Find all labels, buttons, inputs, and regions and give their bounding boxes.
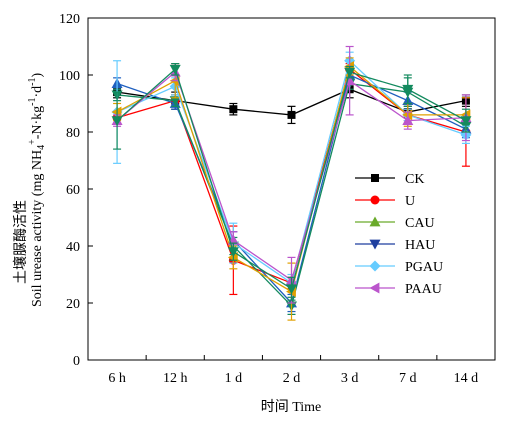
legend-entry-paau: PAAU: [355, 282, 442, 297]
y-axis-label-sub: 4: [36, 145, 47, 150]
legend-label: U: [405, 194, 415, 209]
data-point: [344, 67, 356, 78]
x-tick-label: 7 d: [399, 371, 417, 386]
legend-label: CK: [405, 172, 424, 187]
x-tick-label: 12 h: [163, 371, 188, 386]
data-point: [402, 115, 414, 125]
legend: CK U CAU HAU PGAU PAAU: [355, 172, 443, 297]
y-tick-label: 80: [66, 126, 80, 141]
y-tick-label: 60: [66, 183, 80, 198]
legend-marker: [369, 260, 381, 272]
legend-label: CAU: [405, 216, 435, 231]
y-tick-label: 100: [59, 69, 80, 84]
legend-marker: [369, 239, 381, 250]
series-layer: [111, 45, 472, 321]
x-tick-label: 3 d: [341, 371, 359, 386]
data-point: [227, 247, 239, 258]
y-axis-label-sup3: -1: [27, 77, 38, 85]
x-axis-label: 时间 Time: [261, 399, 322, 415]
legend-entry-ck: CK: [355, 172, 424, 187]
y-axis-label-close: ): [30, 72, 45, 77]
legend-entry-hau: HAU: [355, 238, 435, 253]
legend-label: PGAU: [405, 260, 443, 275]
data-point: [229, 105, 238, 114]
legend-marker: [369, 282, 380, 294]
x-tick-label: 6 h: [108, 371, 126, 386]
data-point: [169, 96, 181, 107]
data-point: [169, 64, 181, 75]
legend-marker: [369, 216, 381, 227]
legend-label: HAU: [405, 238, 435, 253]
data-point: [111, 116, 123, 127]
x-tick-label: 1 d: [225, 371, 243, 386]
data-point: [402, 84, 414, 95]
axes: 0 20 40 60 80 100 120 6 h 12 h 1 d 2 d 3 d 7 d 14 d: [59, 12, 496, 386]
y-axis-label-sup: +: [27, 139, 38, 145]
y-axis-label-middle: -N·kg: [30, 106, 45, 139]
legend-marker: [371, 174, 379, 182]
y-axis-label: 土壤脲酶活性 Soil urease activity (mg NH4+-N·k…: [12, 72, 47, 307]
legend-marker: [370, 195, 380, 205]
y-tick-label: 40: [66, 240, 80, 255]
legend-entry-pgau: PGAU: [355, 260, 443, 275]
y-axis-label-en: Soil urease activity (mg NH4+-N·kg-1·d-1…: [27, 72, 47, 307]
y-axis-label-sup2: -1: [27, 98, 38, 106]
y-axis-label-cn: 土壤脲酶活性: [12, 200, 29, 284]
y-tick-label: 0: [73, 354, 80, 369]
y-axis-label-suffix: ·d: [30, 86, 45, 98]
y-tick-label: 20: [66, 297, 80, 312]
legend-label: PAAU: [405, 282, 442, 297]
legend-entry-cau: CAU: [355, 216, 435, 231]
x-tick-label: 14 d: [454, 371, 479, 386]
x-tick-label: 2 d: [283, 371, 301, 386]
data-point: [286, 284, 297, 295]
y-tick-label: 120: [59, 12, 80, 27]
y-axis-label-en-prefix: Soil urease activity (mg NH: [30, 150, 45, 307]
data-point: [460, 116, 472, 127]
data-point: [287, 110, 296, 119]
legend-entry-u: U: [355, 194, 415, 209]
series-hau-teal: [111, 62, 472, 301]
